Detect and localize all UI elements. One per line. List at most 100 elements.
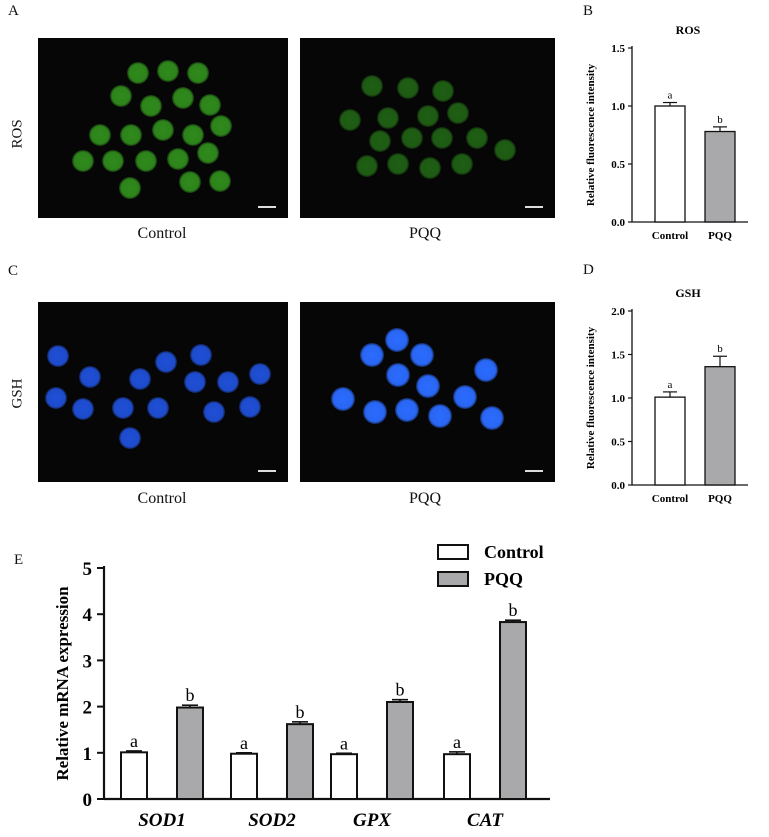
- oocyte-cell: [249, 363, 271, 385]
- chart-gsh-sig-letter: b: [717, 343, 723, 355]
- chart-ros-bar-control: [654, 105, 686, 223]
- micrograph-gsh-control-canvas: [45, 344, 276, 472]
- chart-ros: ROS Relative fluorescence intensity 0.0 0.5…: [585, 23, 748, 242]
- oocyte-cell: [386, 363, 410, 387]
- scale-bar: [525, 470, 543, 472]
- chart-mrna-bar-control-sod2: [230, 752, 258, 800]
- chart-mrna-xtick-label: SOD2: [248, 810, 296, 831]
- oocyte-cell: [385, 328, 409, 352]
- chart-mrna-sig-letter: b: [296, 702, 305, 722]
- chart-ros-ytick-label: 1.0: [611, 101, 625, 113]
- chart-mrna-sig-letter: b: [186, 685, 195, 705]
- chart-mrna-ytick-label: 2: [83, 698, 93, 719]
- oocyte-cell: [474, 358, 498, 382]
- caption-gsh-pqq: PQQ: [408, 490, 441, 507]
- chart-gsh-sig-letter: a: [668, 379, 673, 391]
- oocyte-cell: [72, 398, 94, 420]
- chart-mrna-ytick-label: 3: [83, 651, 93, 672]
- oocyte-cell: [112, 397, 134, 419]
- chart-mrna-sig-letter: a: [340, 733, 348, 753]
- oocyte-cell: [199, 94, 221, 116]
- chart-ros-ytick-label: 1.5: [611, 43, 625, 55]
- chart-gsh: GSH Relative fluorescence intensity 0.0 0.5…: [585, 286, 748, 505]
- chart-mrna-bar-control-cat: [443, 753, 471, 801]
- oocyte-cell: [209, 170, 231, 192]
- oocyte-cell: [102, 150, 124, 172]
- chart-gsh-bar-pqq: [704, 366, 736, 486]
- oocyte-cell: [369, 130, 391, 152]
- oocyte-cell: [339, 109, 361, 131]
- oocyte-cell: [110, 85, 132, 107]
- oocyte-cell: [410, 343, 434, 367]
- legend-swatch-control: [437, 544, 469, 560]
- oocyte-cell: [147, 397, 169, 419]
- chart-gsh-ytick-label: 2.0: [611, 306, 625, 318]
- chart-mrna-sig-letter: a: [240, 733, 248, 753]
- caption-ros-control: Control: [137, 225, 187, 242]
- oocyte-cell: [401, 127, 423, 149]
- chart-ros-ytick-label: 0.5: [611, 159, 625, 171]
- micrograph-ros-control-canvas: [72, 60, 276, 208]
- chart-ros-xtick-label: PQQ: [708, 230, 732, 242]
- panel-letter-e: E: [14, 552, 24, 568]
- chart-mrna-ytick-label: 0: [83, 790, 93, 811]
- oocyte-cell: [197, 142, 219, 164]
- oocyte-cell: [120, 124, 142, 146]
- chart-mrna-sig-letter: a: [453, 732, 461, 752]
- chart-ros-title: ROS: [676, 23, 701, 37]
- oocyte-cell: [155, 351, 177, 373]
- micrograph-ros-control: [38, 38, 288, 218]
- oocyte-cell: [395, 398, 419, 422]
- scale-bar: [525, 206, 543, 208]
- chart-mrna-xtick-label: GPX: [353, 810, 392, 831]
- oocyte-cell: [119, 177, 141, 199]
- oocyte-cell: [47, 345, 69, 367]
- chart-gsh-title: GSH: [675, 286, 701, 300]
- chart-mrna-bar-control-sod1: [120, 751, 148, 800]
- oocyte-cell: [431, 127, 453, 149]
- panel-letter-d: D: [583, 262, 594, 278]
- oocyte-cell: [356, 155, 378, 177]
- chart-gsh-xtick-label: PQQ: [708, 493, 732, 505]
- chart-ros-bar-pqq: [704, 130, 736, 223]
- chart-mrna-bar-pqq-gpx: [386, 700, 414, 800]
- legend-label-pqq: PQQ: [484, 569, 523, 589]
- oocyte-cell: [72, 150, 94, 172]
- panel-letter-b: B: [583, 3, 594, 19]
- oocyte-cell: [363, 400, 387, 424]
- chart-mrna-xtick-label: CAT: [467, 810, 504, 831]
- oocyte-cell: [179, 171, 201, 193]
- oocyte-cell: [172, 87, 194, 109]
- chart-gsh-xtick-label: Control: [652, 493, 688, 505]
- oocyte-cell: [152, 119, 174, 141]
- oocyte-cell: [419, 157, 441, 179]
- oocyte-cell: [89, 124, 111, 146]
- micrograph-gsh-control: [38, 302, 288, 482]
- oocyte-cell: [417, 105, 439, 127]
- micrograph-gsh-pqq-canvas: [331, 328, 543, 472]
- caption-ros-pqq: PQQ: [408, 225, 441, 242]
- chart-mrna-bar-control-gpx: [330, 753, 358, 801]
- chart-gsh-ytick-label: 1.5: [611, 350, 625, 362]
- oocyte-cell: [79, 366, 101, 388]
- oocyte-cell: [127, 62, 149, 84]
- chart-gsh-ylabel: Relative fluorescence intensity: [585, 326, 597, 469]
- oocyte-cell: [360, 343, 384, 367]
- oocyte-cell: [466, 127, 488, 149]
- chart-mrna-bar-pqq-sod1: [176, 706, 204, 800]
- micrograph-ros-pqq-canvas: [339, 75, 543, 208]
- chart-mrna-sig-letter: b: [396, 680, 405, 700]
- oocyte-cell: [453, 385, 477, 409]
- chart-gsh-ytick-label: 0.5: [611, 437, 625, 449]
- oocyte-cell: [387, 153, 409, 175]
- chart-mrna-ytick-label: 4: [83, 605, 93, 626]
- oocyte-cell: [239, 396, 261, 418]
- chart-ros-xtick-label: Control: [652, 230, 688, 242]
- oocyte-cell: [135, 150, 157, 172]
- oocyte-cell: [167, 148, 189, 170]
- oocyte-cell: [187, 62, 209, 84]
- oocyte-cell: [494, 139, 516, 161]
- micrograph-ros-pqq: [300, 38, 555, 218]
- oocyte-cell: [140, 95, 162, 117]
- chart-ros-ytick-label: 0.0: [611, 217, 625, 229]
